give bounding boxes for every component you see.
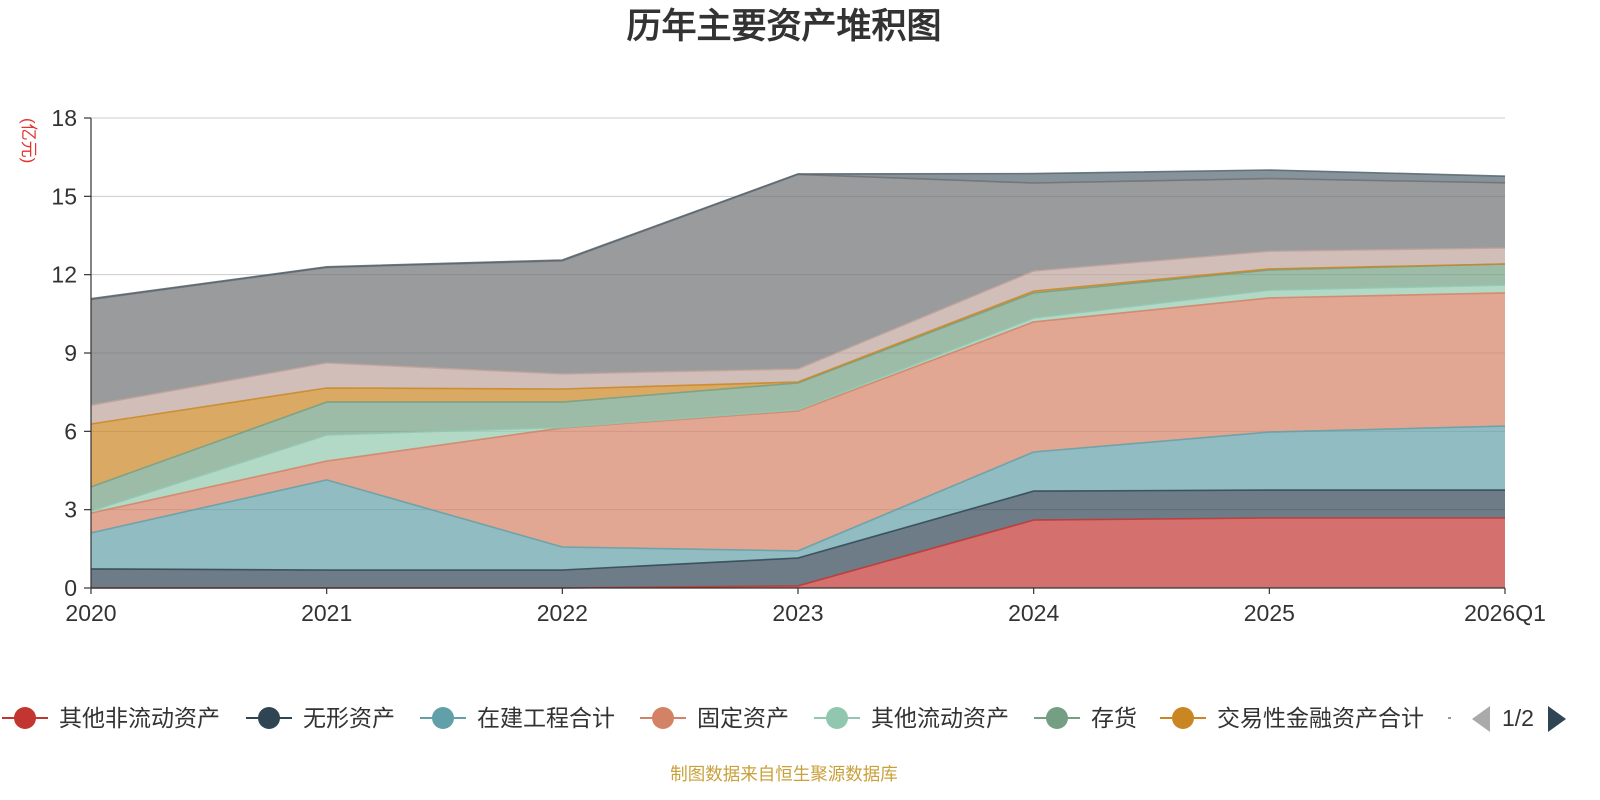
x-tick-label: 2026Q1 <box>1464 600 1546 626</box>
y-tick-label: 15 <box>51 183 77 209</box>
line-series-4 <box>90 284 1506 512</box>
y-axis-unit-label: (亿元) <box>19 118 38 163</box>
legend-marker-icon <box>1034 707 1080 729</box>
x-tick-label: 2022 <box>537 600 588 626</box>
legend-label: 固定资产 <box>697 705 789 731</box>
line-series-6 <box>90 263 1506 425</box>
legend-label: 交易性金融资产合计 <box>1217 705 1424 731</box>
legend: 其他非流动资产 无形资产 在建工程合计 固定资产 其他流动资产 存货 交易性金融… <box>0 706 1600 732</box>
axes: 0 3 6 9 12 15 18 2020 2021 2022 2023 2024 2025 2026Q1 <box>51 105 1546 626</box>
x-tick-label: 2024 <box>1008 600 1059 626</box>
legend-item-inventory[interactable]: 存货 <box>1034 706 1137 730</box>
legend-prev-page-icon[interactable] <box>1470 706 1492 732</box>
legend-label: 在建工程合计 <box>477 705 615 731</box>
legend-label: 无形资产 <box>303 705 395 731</box>
legend-item-other-current-assets[interactable]: 其他流动资产 <box>814 706 1009 730</box>
legend-marker-icon <box>420 707 466 729</box>
legend-item-construction-in-progress[interactable]: 在建工程合计 <box>420 706 615 730</box>
legend-marker-icon <box>2 707 48 729</box>
area-series-7 <box>91 248 1505 424</box>
legend-page-indicator: 1/2 <box>1502 705 1534 731</box>
legend-overflow-marker <box>1448 717 1451 719</box>
line-series-9 <box>90 169 1506 300</box>
area-series-3 <box>91 292 1505 551</box>
legend-next-page-icon[interactable] <box>1546 706 1568 732</box>
series-areas <box>91 170 1505 588</box>
y-tick-label: 6 <box>64 418 77 444</box>
data-source-note: 制图数据来自恒生聚源数据库 <box>670 764 898 784</box>
chart-title: 历年主要资产堆积图 <box>626 7 941 46</box>
legend-marker-icon <box>814 707 860 729</box>
area-series-1 <box>91 490 1505 588</box>
legend-label: 其他流动资产 <box>871 705 1009 731</box>
area-series-5 <box>91 264 1505 511</box>
legend-marker-icon <box>1160 707 1206 729</box>
line-series-5 <box>90 263 1506 488</box>
legend-item-trading-financial-assets[interactable]: 交易性金融资产合计 <box>1160 706 1424 730</box>
legend-label: 存货 <box>1091 705 1137 731</box>
y-tick-label: 12 <box>51 262 77 288</box>
area-series-8 <box>91 174 1505 406</box>
x-tick-label: 2020 <box>65 600 116 626</box>
legend-item-intangible-assets[interactable]: 无形资产 <box>246 706 395 730</box>
legend-label: 其他非流动资产 <box>59 705 220 731</box>
x-tick-label: 2023 <box>772 600 823 626</box>
legend-marker-icon <box>246 707 292 729</box>
area-series-2 <box>91 426 1505 570</box>
x-tick-label: 2021 <box>301 600 352 626</box>
line-series-2 <box>90 425 1506 552</box>
x-tick-label: 2025 <box>1244 600 1295 626</box>
legend-item-other-noncurrent-assets[interactable]: 其他非流动资产 <box>2 706 220 730</box>
area-series-0 <box>91 518 1505 588</box>
y-tick-label: 9 <box>64 340 77 366</box>
line-series-1 <box>90 489 1505 571</box>
legend-item-fixed-assets[interactable]: 固定资产 <box>640 706 789 730</box>
y-tick-label: 0 <box>64 575 77 601</box>
y-tick-label: 18 <box>51 105 77 131</box>
line-series-7 <box>90 247 1506 406</box>
y-tick-label: 3 <box>64 497 77 523</box>
legend-marker-icon <box>640 707 686 729</box>
line-series-3 <box>90 292 1506 514</box>
series-lines <box>90 169 1506 589</box>
